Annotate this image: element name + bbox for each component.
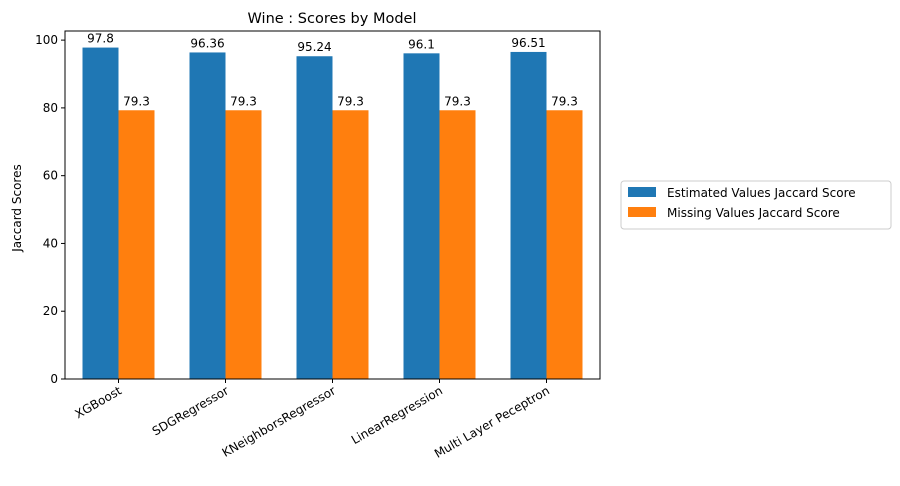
legend-label: Estimated Values Jaccard Score xyxy=(667,186,856,200)
bar-missing xyxy=(118,110,155,380)
y-axis: 0 20 40 60 80 100 xyxy=(35,33,65,386)
y-tick-label: 40 xyxy=(43,236,58,250)
bar-estimated xyxy=(403,53,440,379)
bar-estimated xyxy=(82,47,119,379)
bar-value-label: 79.3 xyxy=(444,94,471,108)
bar-value-label: 96.51 xyxy=(511,36,545,50)
bar-value-label: 79.3 xyxy=(551,94,578,108)
legend-swatch xyxy=(628,187,656,197)
x-tick-label: XGBoost xyxy=(72,383,124,421)
chart-title: Wine : Scores by Model xyxy=(248,11,417,27)
legend-frame xyxy=(620,180,892,230)
y-tick-label: 60 xyxy=(43,169,58,183)
y-tick-label: 20 xyxy=(43,304,58,318)
y-axis-label: Jaccard Scores xyxy=(10,164,24,252)
bar-missing xyxy=(439,110,476,380)
bar-value-label: 95.24 xyxy=(297,40,331,54)
legend: Estimated Values Jaccard Score Missing Va… xyxy=(620,180,892,230)
plot-frame xyxy=(64,30,601,380)
y-tick-label: 100 xyxy=(35,33,58,47)
legend-label: Missing Values Jaccard Score xyxy=(667,206,840,220)
legend-swatch xyxy=(628,207,656,217)
x-tick-label: Multi Layer Peceptron xyxy=(432,383,552,460)
bar-estimated xyxy=(189,52,226,380)
y-tick-label: 0 xyxy=(50,372,58,386)
bar-missing xyxy=(332,110,369,380)
bar-value-label: 96.1 xyxy=(408,37,435,51)
bar-labels: 97.8 79.3 96.36 79.3 95.24 79.3 96.1 79.3 96.51 7… xyxy=(87,32,578,109)
bar-value-label: 79.3 xyxy=(230,94,257,108)
bar-value-label: 79.3 xyxy=(123,94,150,108)
bar-estimated xyxy=(296,56,333,380)
bar-value-label: 79.3 xyxy=(337,94,364,108)
bar-value-label: 96.36 xyxy=(190,36,224,50)
x-tick-label: LinearRegression xyxy=(349,383,445,447)
x-tick-label: SDGRegressor xyxy=(150,383,231,438)
x-tick-label: KNeighborsRegressor xyxy=(220,383,338,459)
bar-missing xyxy=(546,110,583,380)
bar-value-label: 97.8 xyxy=(87,32,114,46)
bar-missing xyxy=(225,110,262,380)
bar-estimated xyxy=(510,51,547,380)
y-tick-label: 80 xyxy=(43,101,58,115)
bars xyxy=(82,47,583,380)
